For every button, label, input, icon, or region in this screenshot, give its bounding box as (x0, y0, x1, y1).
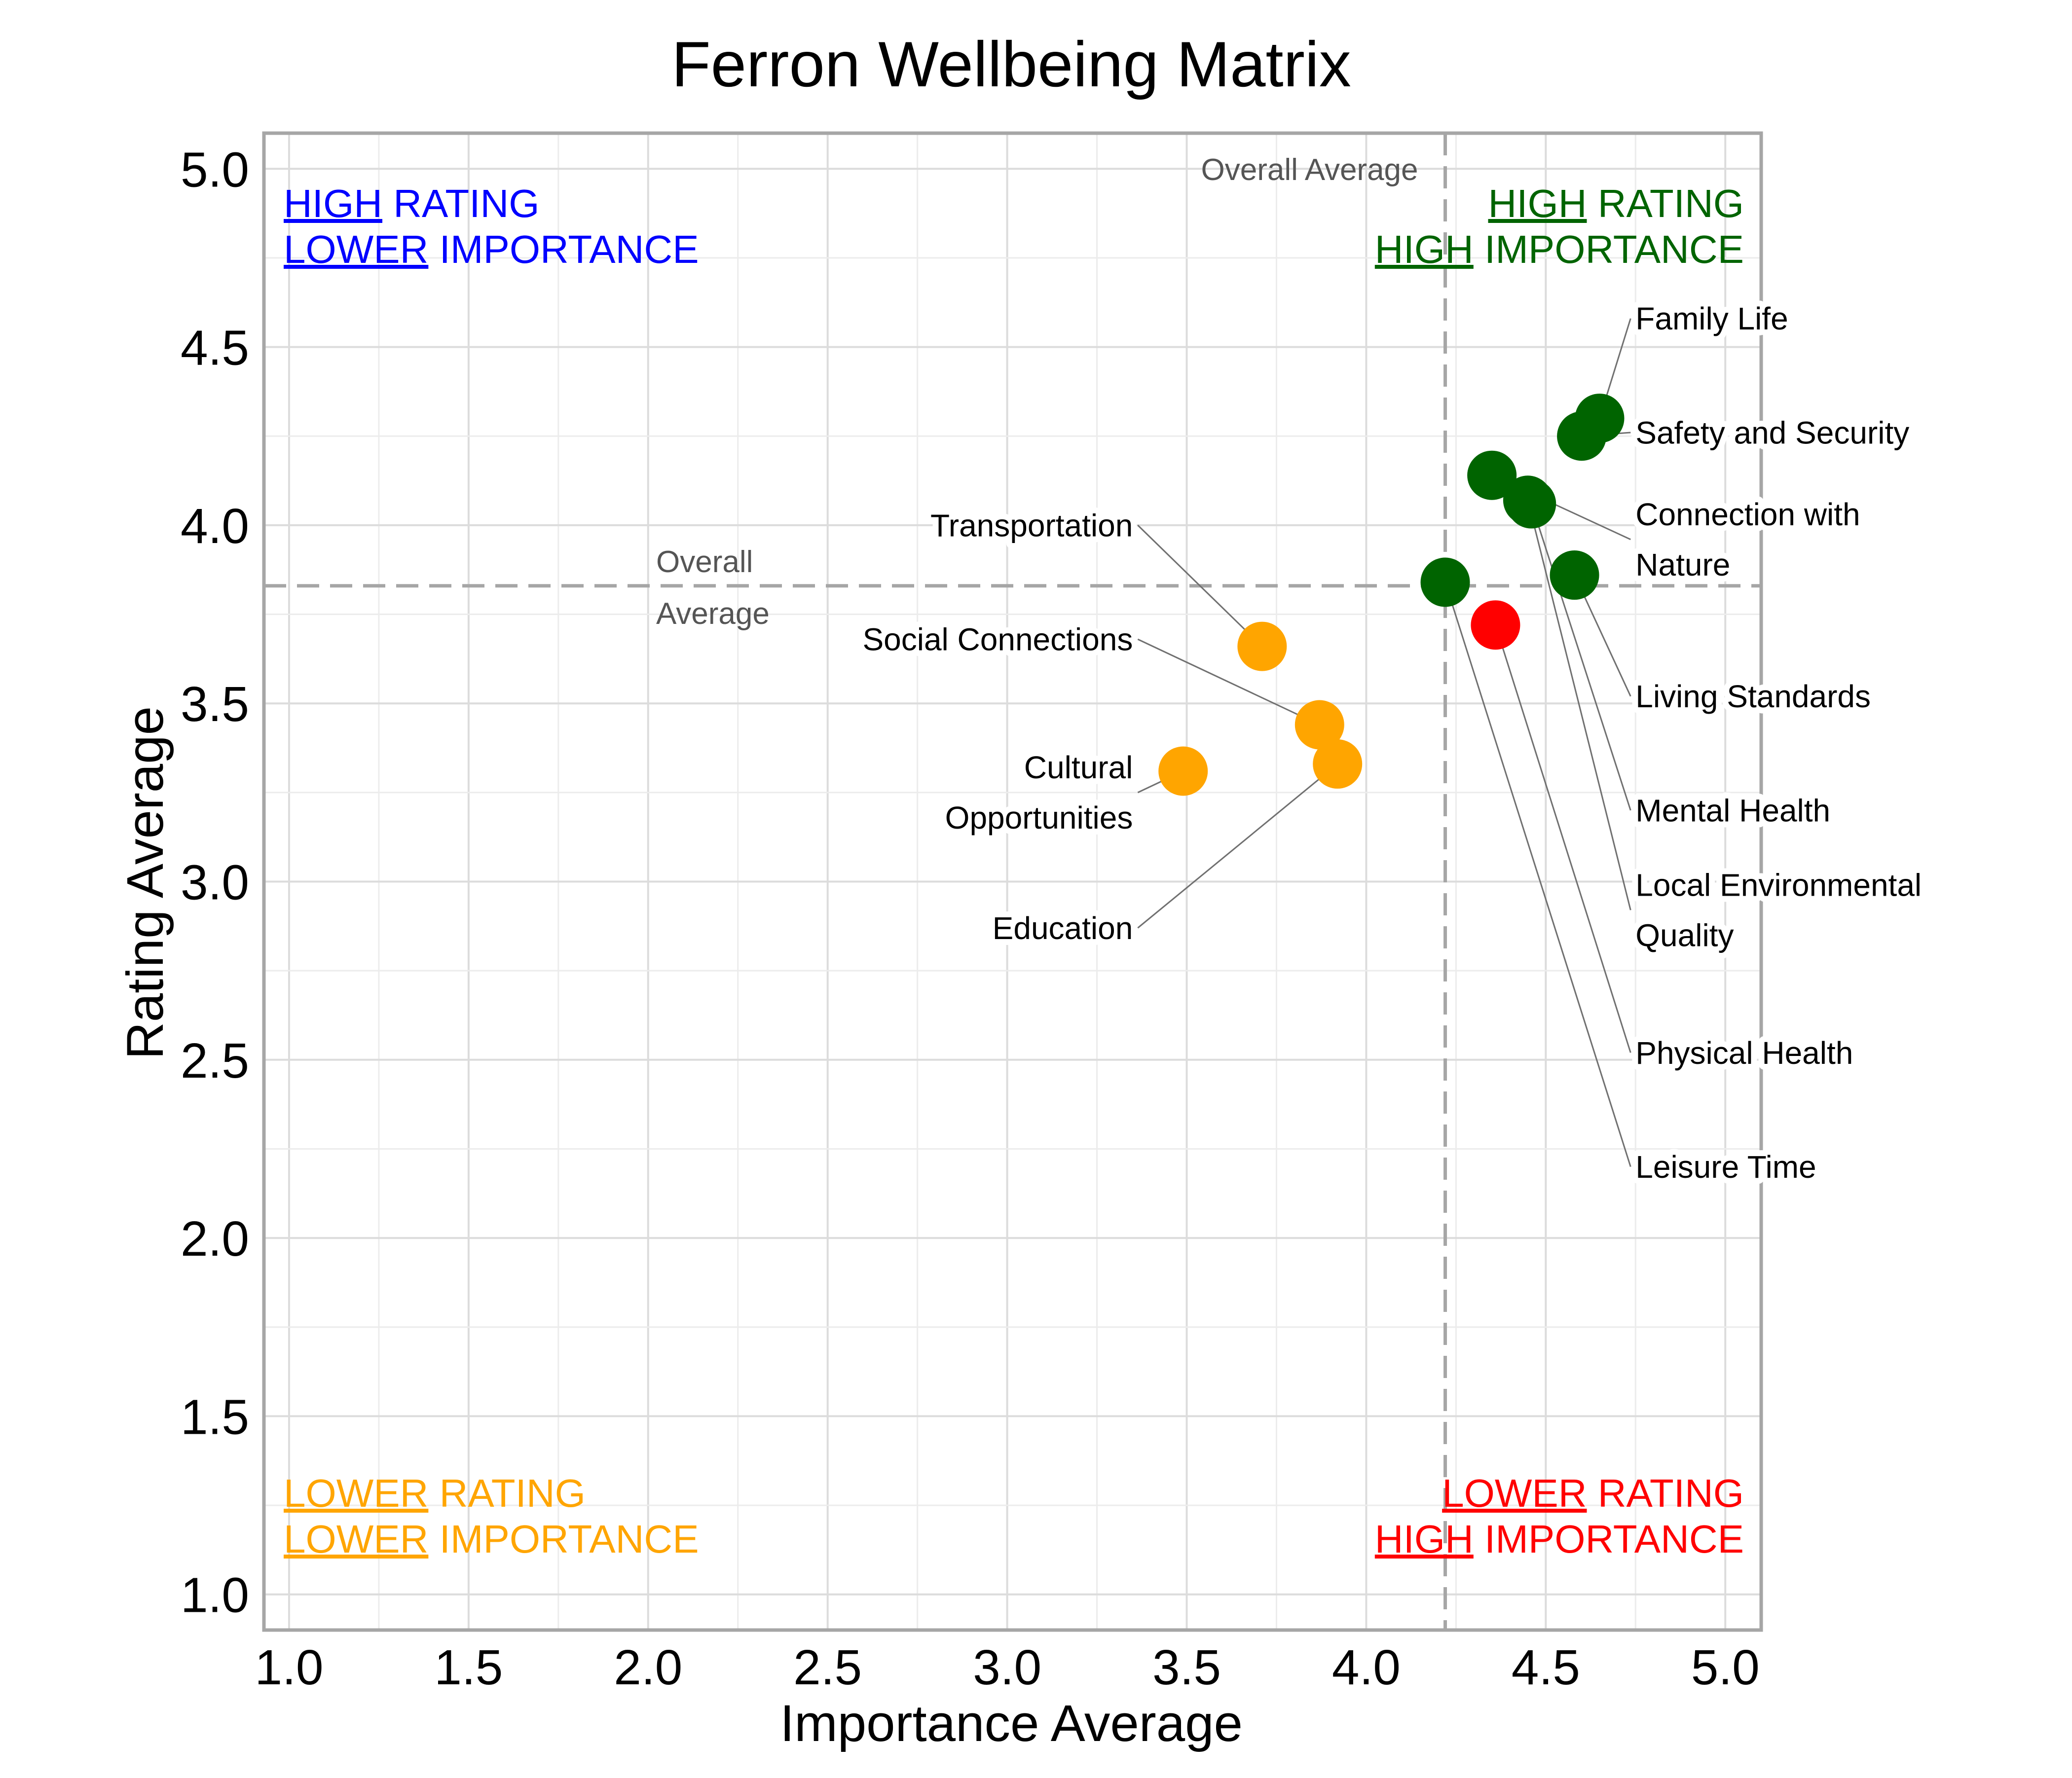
y-tick-label: 5.0 (181, 142, 249, 197)
quadrant-label-emphasis: LOWER (1442, 1471, 1587, 1515)
y-tick-label: 2.5 (181, 1033, 249, 1089)
quadrant-label-bottom-left: LOWER RATING (284, 1471, 586, 1515)
data-point (1295, 700, 1344, 750)
quadrant-label-rest: RATING (382, 181, 540, 225)
quadrant-label-rest: RATING (1587, 1471, 1744, 1515)
point-label: Opportunities (945, 800, 1133, 835)
data-point (1158, 746, 1208, 796)
quadrant-label-emphasis: LOWER (284, 1517, 428, 1561)
leader-lines (1137, 318, 1631, 1167)
x-tick-label: 4.0 (1332, 1640, 1401, 1695)
leader-line (1444, 582, 1631, 1167)
leader-line (1137, 638, 1320, 726)
point-label: Safety and Security (1635, 415, 1909, 450)
quadrant-label-emphasis: HIGH (1488, 181, 1587, 225)
point-labels: Family Life Safety and Security Connection… (856, 295, 1927, 1191)
point-label: Social Connections (862, 622, 1133, 657)
point-label: Local Environmental (1635, 868, 1922, 903)
average-label-vertical: Overall Average (1201, 153, 1418, 187)
x-tick-label: 1.5 (434, 1640, 503, 1695)
point-label: Cultural (1024, 750, 1133, 785)
y-tick-label: 1.0 (181, 1568, 249, 1623)
data-points (1158, 394, 1625, 796)
point-label: Living Standards (1635, 679, 1871, 714)
quadrant-label-top-left: LOWER IMPORTANCE (284, 227, 699, 271)
quadrant-label-emphasis: LOWER (284, 1471, 428, 1515)
quadrant-label-bottom-left: LOWER IMPORTANCE (284, 1517, 699, 1561)
data-point (1471, 600, 1520, 650)
quadrant-label-emphasis: LOWER (284, 227, 428, 271)
grid-lines (264, 133, 1761, 1630)
point-label: Leisure Time (1635, 1149, 1816, 1185)
quadrant-label-top-right: HIGH RATING (1488, 181, 1744, 225)
point-label: Nature (1635, 547, 1730, 582)
quadrant-label-rest: RATING (428, 1471, 586, 1515)
x-tick-label: 3.5 (1152, 1640, 1221, 1695)
y-tick-label: 2.0 (181, 1211, 249, 1267)
quadrant-label-rest: IMPORTANCE (1474, 227, 1744, 271)
point-label: Family Life (1635, 301, 1788, 336)
point-label: Quality (1635, 918, 1734, 953)
reference-lines: Overall Average Overall Average (264, 133, 1761, 1630)
quadrant-label-rest: RATING (1587, 181, 1744, 225)
y-tick-label: 3.5 (181, 677, 249, 732)
x-tick-label: 3.0 (973, 1640, 1041, 1695)
leader-line (1137, 763, 1338, 929)
x-tick-label: 5.0 (1691, 1640, 1760, 1695)
chart-title: Ferron Wellbeing Matrix (671, 28, 1351, 100)
point-label: Mental Health (1635, 793, 1830, 828)
data-point (1237, 621, 1287, 671)
point-label: Education (993, 910, 1133, 946)
x-tick-label: 4.5 (1512, 1640, 1580, 1695)
quadrant-label-rest: IMPORTANCE (1474, 1517, 1744, 1561)
tick-labels: 1.0 1.5 2.0 2.5 3.0 3.5 4.0 4.5 5.0 1.0 1.5 2.0 2.5 3… (181, 142, 1760, 1695)
x-tick-label: 1.0 (255, 1640, 323, 1695)
quadrant-label-rest: IMPORTANCE (428, 227, 699, 271)
point-label: Connection with (1635, 497, 1860, 532)
data-point (1313, 739, 1363, 789)
leader-line (1494, 624, 1631, 1053)
point-label: Transportation (930, 508, 1133, 543)
leader-line (1530, 504, 1631, 811)
quadrant-label-emphasis: HIGH (284, 181, 382, 225)
data-point (1420, 557, 1470, 607)
data-point (1503, 475, 1553, 525)
y-tick-label: 4.5 (181, 321, 249, 376)
quadrant-label-emphasis: HIGH (1375, 1517, 1474, 1561)
quadrant-label-emphasis: HIGH (1375, 227, 1474, 271)
y-tick-label: 4.0 (181, 499, 249, 554)
data-point (1467, 450, 1517, 500)
y-axis-label: Rating Average (116, 706, 174, 1059)
plot-frame (262, 131, 1763, 1632)
average-label-horizontal-line: Average (656, 597, 770, 631)
plot-border (262, 131, 1763, 1632)
data-point (1557, 411, 1607, 461)
data-point (1550, 550, 1599, 600)
leader-line (1137, 524, 1263, 647)
quadrant-label-rest: IMPORTANCE (428, 1517, 699, 1561)
x-tick-label: 2.5 (793, 1640, 862, 1695)
quadrant-label-bottom-right: HIGH IMPORTANCE (1375, 1517, 1744, 1561)
x-tick-label: 2.0 (614, 1640, 682, 1695)
y-tick-label: 3.0 (181, 855, 249, 910)
quadrant-label-top-left: HIGH RATING (284, 181, 540, 225)
quadrant-label-top-right: HIGH IMPORTANCE (1375, 227, 1744, 271)
average-label-horizontal-line: Overall (656, 545, 753, 579)
leader-line (1527, 500, 1631, 910)
quadrant-label-bottom-right: LOWER RATING (1442, 1471, 1744, 1515)
x-axis-label: Importance Average (780, 1695, 1243, 1752)
point-label: Physical Health (1635, 1035, 1853, 1071)
y-tick-label: 1.5 (181, 1389, 249, 1445)
